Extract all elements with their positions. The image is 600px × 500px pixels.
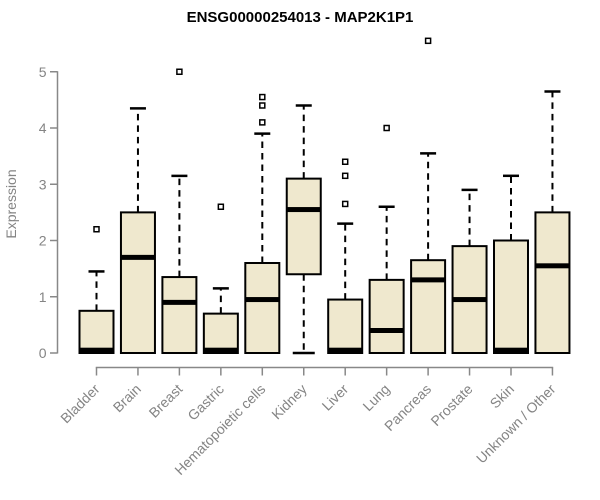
x-tick-label: Liver <box>319 381 352 414</box>
outlier-point <box>341 158 349 165</box>
median-line <box>452 297 487 303</box>
x-tick-label: Lung <box>359 381 392 414</box>
x-tick-label: Bladder <box>57 381 103 427</box>
box-group <box>534 90 571 354</box>
outlier-point <box>383 124 390 132</box>
box-group <box>119 107 156 354</box>
box-group <box>285 104 322 355</box>
outlier-point <box>259 93 266 101</box>
y-tick-label: 0 <box>39 345 47 361</box>
y-tick-label: 5 <box>39 64 47 80</box>
boxes-layer <box>78 37 571 355</box>
median-line <box>369 328 404 333</box>
iqr-box <box>410 259 447 354</box>
outlier-point <box>176 68 183 75</box>
y-tick-label: 2 <box>39 233 47 249</box>
iqr-box <box>368 278 405 354</box>
box-group <box>368 124 405 354</box>
x-tick-label: Kidney <box>268 381 310 423</box>
median-line <box>411 277 446 283</box>
y-axis-title: Expression <box>3 169 19 238</box>
median-line <box>203 347 238 353</box>
iqr-box <box>78 309 115 354</box>
outlier-point <box>341 200 349 208</box>
box-group <box>493 174 529 354</box>
outlier-point <box>424 37 432 45</box>
median-line <box>162 299 197 305</box>
iqr-box <box>534 211 571 354</box>
median-line <box>286 207 321 213</box>
iqr-box <box>244 262 281 354</box>
x-tick-label: Prostate <box>427 381 475 429</box>
box-group <box>244 93 281 354</box>
y-tick-label: 4 <box>39 120 47 136</box>
y-tick-label: 1 <box>39 289 47 305</box>
x-tick-label: Brain <box>110 381 144 415</box>
outlier-point <box>341 172 349 180</box>
iqr-box <box>119 211 156 354</box>
box-group <box>78 226 115 354</box>
outlier-point <box>93 226 100 233</box>
x-tick-label: Breast <box>146 381 186 421</box>
box-group <box>451 188 488 354</box>
outlier-point <box>259 119 266 126</box>
iqr-box <box>161 276 198 354</box>
box-group <box>161 68 198 354</box>
outlier-point <box>259 102 266 109</box>
iqr-box <box>327 298 364 354</box>
x-tick-label: Unknown / Other <box>473 381 559 467</box>
median-line <box>328 347 363 353</box>
iqr-box <box>285 177 322 276</box>
median-line <box>245 297 280 303</box>
median-line <box>494 347 528 353</box>
box-group <box>202 203 239 354</box>
chart-title: ENSG00000254013 - MAP2K1P1 <box>186 9 414 26</box>
median-line <box>120 254 155 260</box>
box-group <box>327 158 364 354</box>
iqr-box <box>493 239 529 354</box>
box-group <box>410 37 447 354</box>
y-tick-label: 3 <box>39 176 47 192</box>
outlier-point <box>217 203 225 210</box>
x-tick-label: Skin <box>487 381 518 412</box>
median-line <box>535 263 570 269</box>
iqr-box <box>202 312 239 354</box>
median-line <box>79 347 114 353</box>
